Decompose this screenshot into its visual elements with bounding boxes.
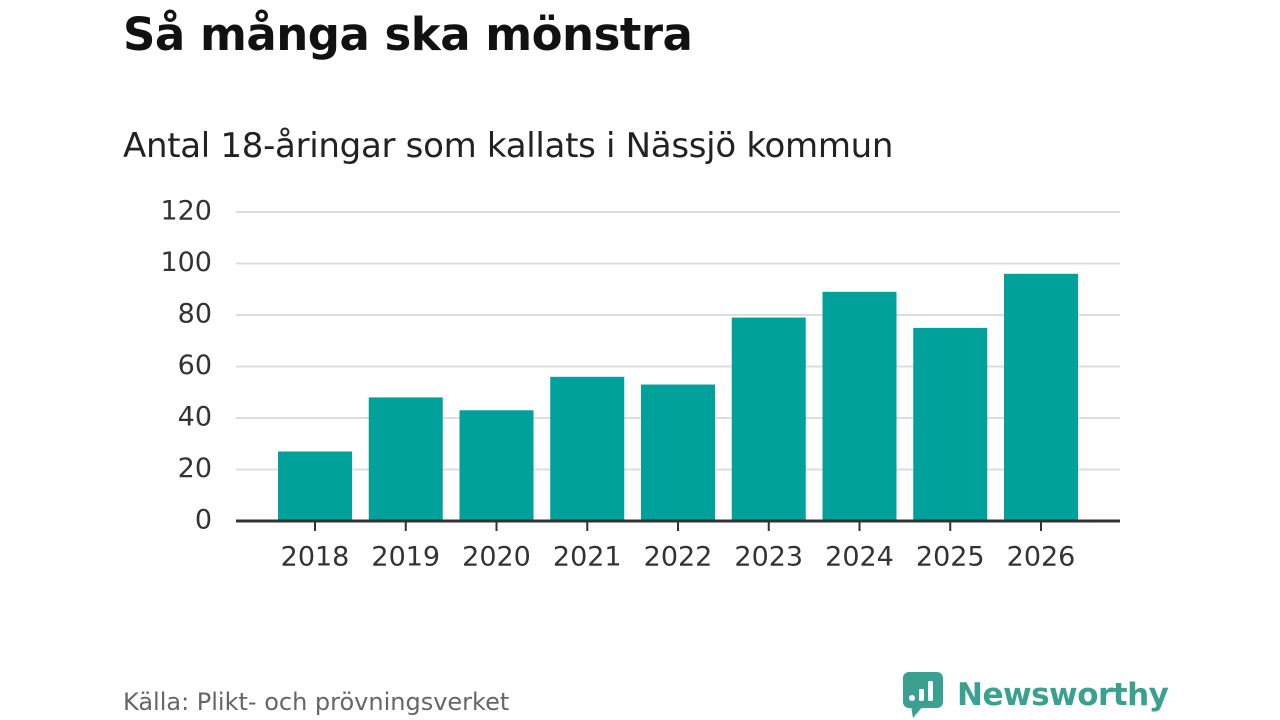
x-tick-label: 2026 (1007, 542, 1076, 573)
bars (278, 273, 1078, 521)
bar-2018 (278, 451, 352, 521)
source-note: Källa: Plikt- och prövningsverket (123, 688, 510, 716)
y-tick-label: 40 (178, 402, 212, 433)
y-tick-label: 0 (195, 505, 212, 536)
y-tick-label: 100 (160, 247, 212, 278)
bar-2019 (368, 397, 443, 521)
x-tick-label: 2019 (371, 542, 440, 573)
x-axis (236, 519, 1120, 531)
newsworthy-logo-icon (903, 672, 943, 718)
x-tick-label: 2021 (553, 542, 622, 573)
x-axis-tick-labels: 2018 2019 2020 2021 2022 2023 2024 2025 2026 (281, 542, 1076, 573)
bar-2022 (641, 384, 715, 521)
x-tick-label: 2022 (644, 542, 713, 573)
chart-subtitle: Antal 18-åringar som kallats i Nässjö ko… (123, 126, 894, 166)
y-tick-label: 120 (160, 196, 212, 227)
y-tick-label: 60 (178, 350, 212, 381)
x-tick-label: 2020 (462, 542, 531, 573)
bar-2025 (913, 327, 988, 521)
x-tick-label: 2023 (734, 542, 803, 573)
brand-name: Newsworthy (957, 677, 1169, 713)
bar-2024 (822, 291, 897, 521)
y-tick-label: 80 (178, 299, 212, 330)
bar-2026 (1004, 273, 1078, 521)
x-tick-label: 2025 (916, 542, 985, 573)
bar-2023 (731, 317, 806, 521)
bar-2021 (550, 376, 625, 521)
brand-logo: Newsworthy (903, 672, 1169, 718)
x-tick-label: 2018 (281, 542, 350, 573)
y-axis-tick-labels: 0 20 40 60 80 100 120 (160, 196, 212, 536)
bar-2020 (459, 410, 534, 521)
chart-title: Så många ska mönstra (123, 8, 693, 61)
x-tick-label: 2024 (825, 542, 894, 573)
y-tick-label: 20 (178, 453, 212, 484)
